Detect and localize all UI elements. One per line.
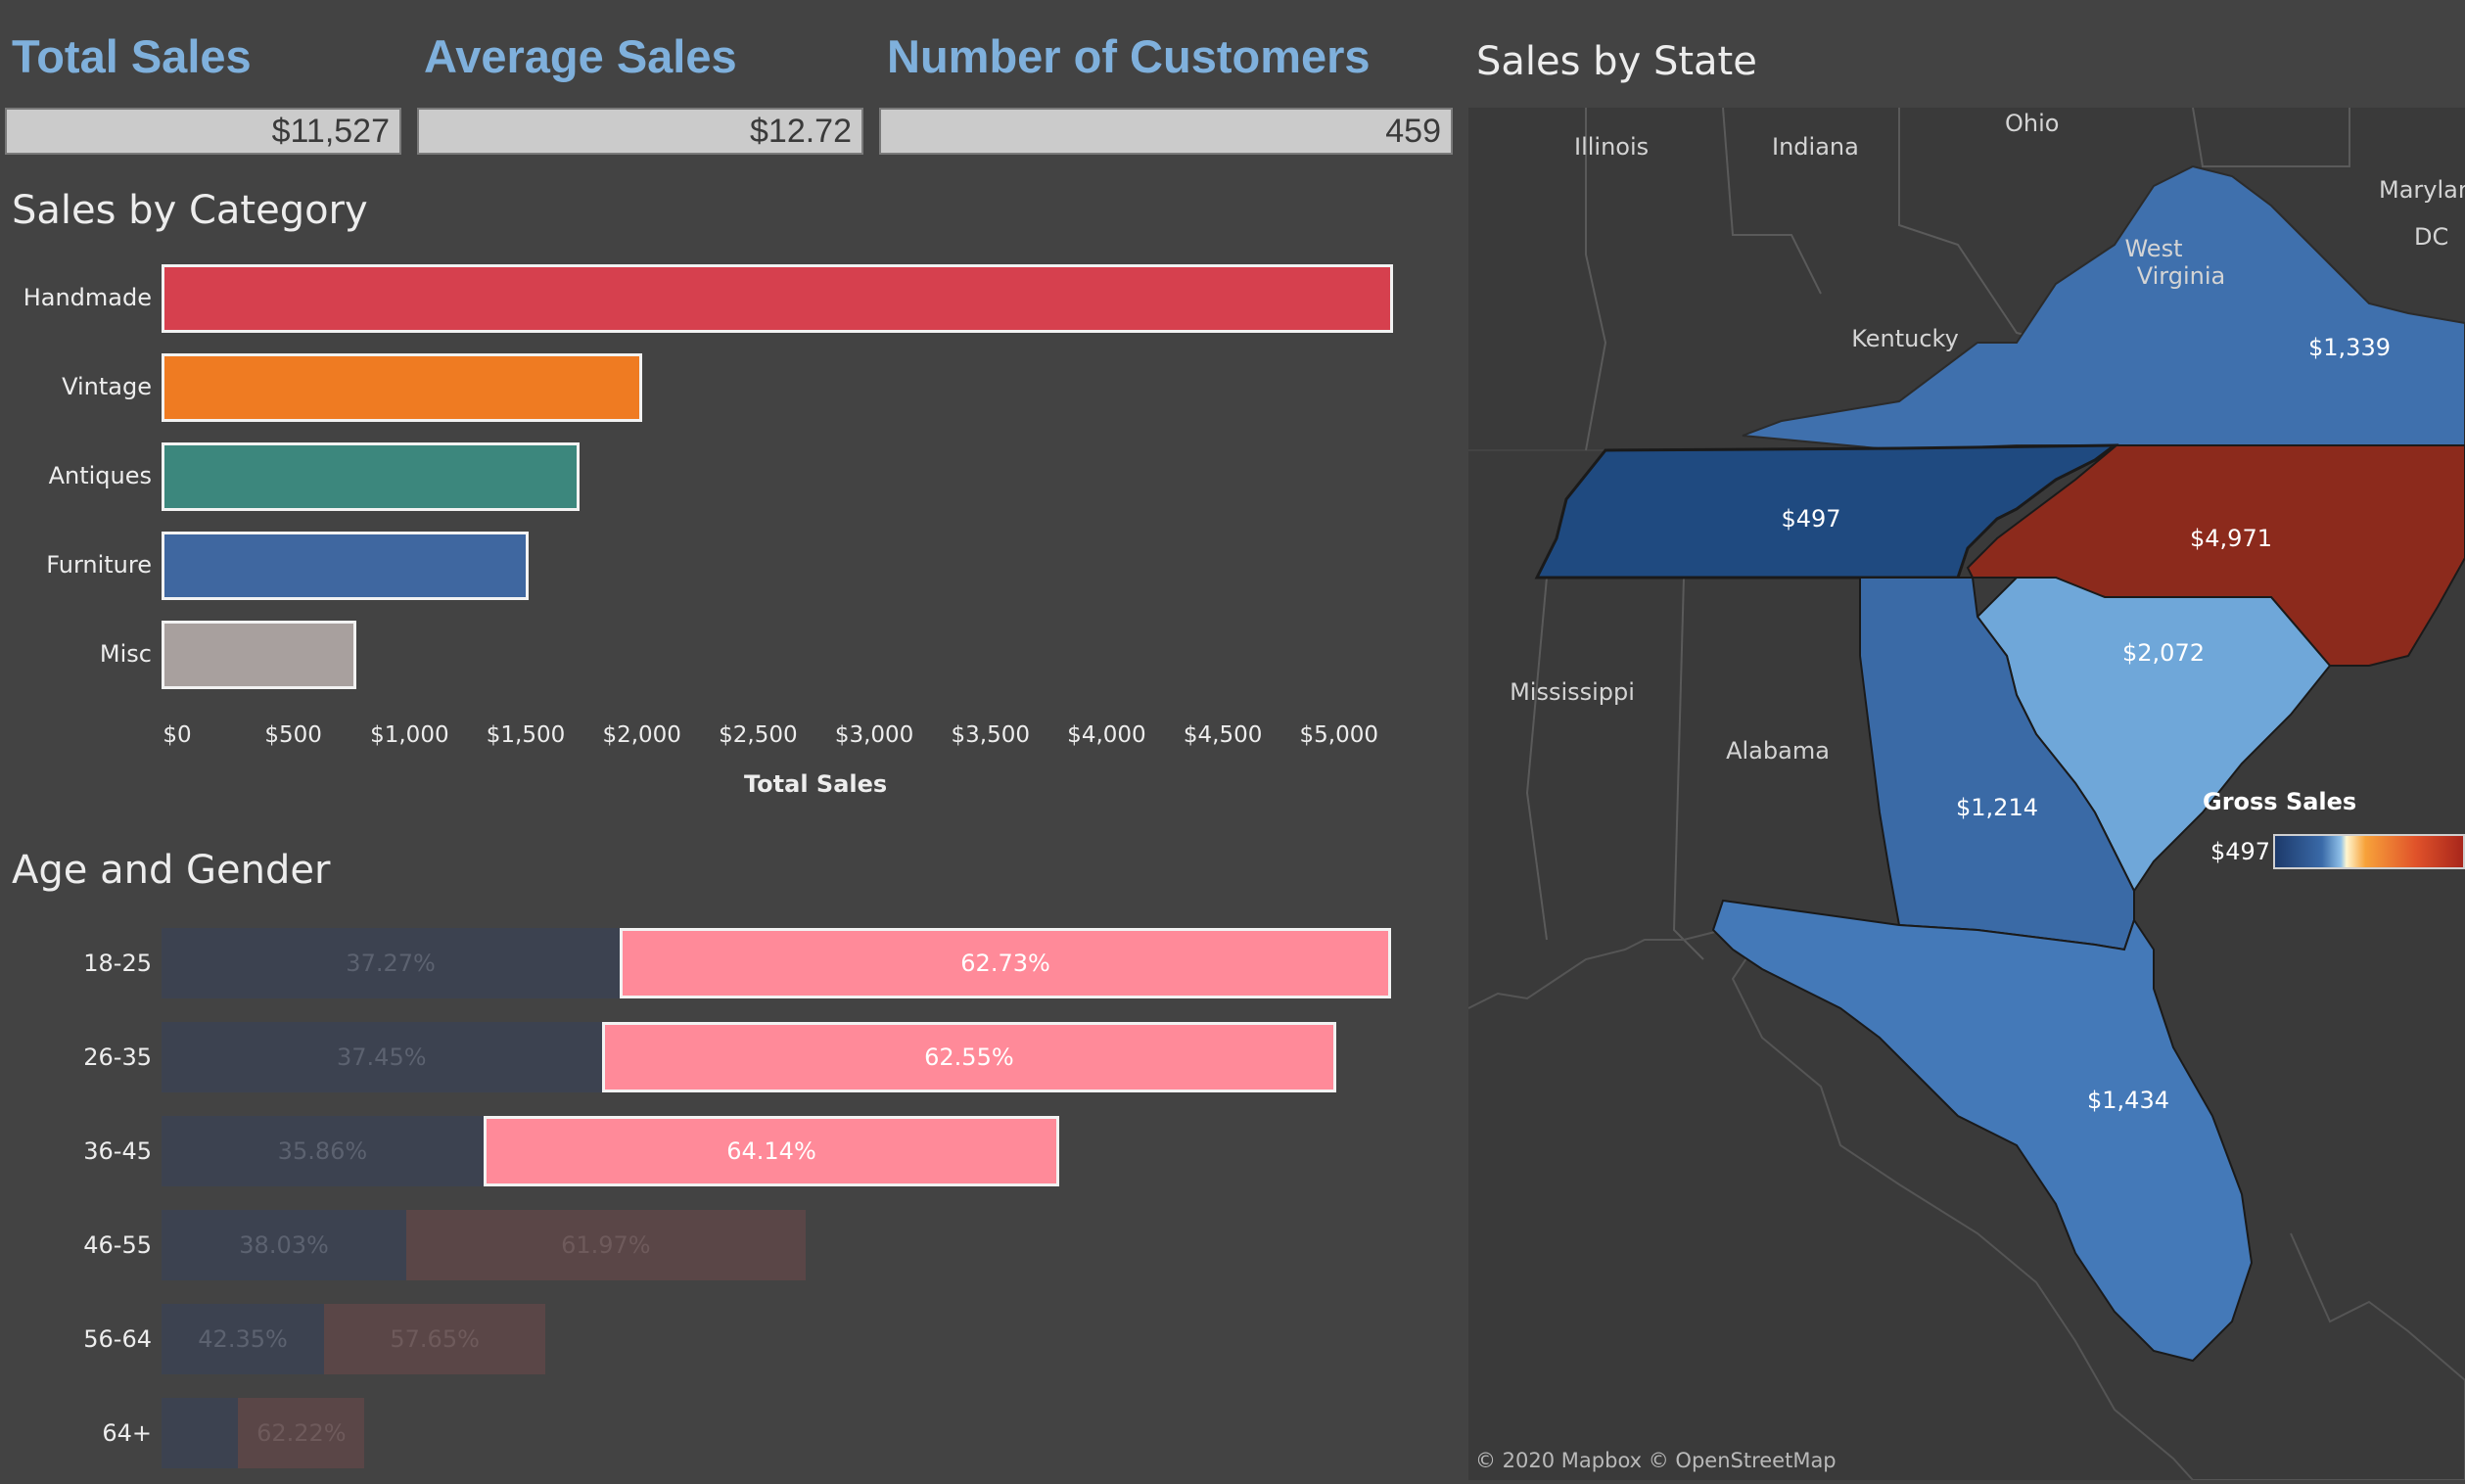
category-label-handmade: Handmade [23,284,152,311]
kentucky-label: Kentucky [1851,325,1959,352]
gross-sales-legend-title: Gross Sales [2203,788,2357,815]
map-svg: Illinois Indiana Ohio Marylan DC West Vi… [1467,107,2465,1481]
category-label-antiques: Antiques [48,462,152,489]
age-bar-male[interactable]: 35.86% [162,1116,484,1186]
age-label: 46-55 [83,1231,152,1259]
map-attribution[interactable]: © 2020 Mapbox © OpenStreetMap [1475,1449,1837,1472]
sales-by-category-title: Sales by Category [12,188,368,233]
tennessee-shape[interactable] [1534,443,2119,580]
sales-by-state-title: Sales by State [1476,39,1757,84]
age-bar-female[interactable]: 62.22% [238,1398,365,1468]
sales-by-state-map[interactable]: Illinois Indiana Ohio Marylan DC West Vi… [1467,107,2465,1481]
customers-value[interactable]: 459 [879,108,1453,155]
dc-label: DC [2414,223,2448,251]
category-bar-misc[interactable] [162,621,357,689]
coastline [1467,928,2465,1481]
age-bar-male[interactable]: 38.03% [162,1210,407,1280]
average-sales-title: Average Sales [424,30,737,82]
category-label-furniture: Furniture [46,551,152,579]
age-label: 56-64 [83,1325,152,1353]
virginia-value: $1,339 [2308,334,2391,361]
age-bar-female[interactable]: 57.65% [324,1304,546,1374]
category-bar-vintage[interactable] [162,353,643,422]
category-tick-label: $3,000 [834,722,914,748]
tennessee-value: $497 [1781,505,1840,533]
age-bar-male[interactable]: 37.27% [162,928,621,998]
category-label-misc: Misc [99,640,152,668]
age-label: 18-25 [83,950,152,977]
age-bar-male[interactable] [162,1398,239,1468]
age-bar-female[interactable]: 62.73% [620,928,1391,998]
georgia-value: $1,214 [1956,794,2038,821]
mississippi-label: Mississippi [1510,678,1635,706]
florida-shape[interactable] [1711,899,2254,1363]
category-tick-label: $4,000 [1067,722,1146,748]
category-tick-label: $1,000 [370,722,449,748]
south-carolina-value: $2,072 [2122,639,2205,667]
age-label: 36-45 [83,1137,152,1165]
age-bar-female[interactable]: 61.97% [406,1210,806,1280]
alabama-label: Alabama [1726,737,1830,765]
category-tick-label: $2,500 [719,722,798,748]
category-bar-handmade[interactable] [162,264,1393,333]
north-carolina-value: $4,971 [2190,525,2272,552]
gross-sales-legend-min: $497 [2210,838,2271,865]
category-tick-label: $5,000 [1299,722,1379,748]
gross-sales-legend-scale [2273,834,2465,869]
category-tick-label: $500 [264,722,322,748]
florida-value: $1,434 [2087,1087,2169,1114]
maryland-label: Marylan [2379,176,2465,204]
age-bar-male[interactable]: 42.35% [162,1304,325,1374]
customers-title: Number of Customers [887,30,1371,82]
category-label-vintage: Vintage [62,373,152,400]
category-tick-label: $4,500 [1183,722,1263,748]
age-gender-title: Age and Gender [12,848,331,893]
category-tick-label: $1,500 [486,722,566,748]
category-tick-label: $3,500 [951,722,1030,748]
average-sales-value[interactable]: $12.72 [417,108,863,155]
ohio-label: Ohio [2005,110,2059,137]
indiana-label: Indiana [1772,133,1859,161]
category-axis-title: Total Sales [744,770,888,798]
georgia-shape[interactable] [1859,577,2135,951]
total-sales-value[interactable]: $11,527 [5,108,401,155]
total-sales-title: Total Sales [12,30,252,82]
age-label: 26-35 [83,1043,152,1071]
category-bar-furniture[interactable] [162,532,530,600]
category-tick-label: $2,000 [602,722,681,748]
category-tick-label: $0 [163,722,192,748]
age-bar-male[interactable]: 37.45% [162,1022,602,1092]
west-virginia-label-2: Virginia [2137,262,2226,290]
west-virginia-label-1: West [2124,235,2182,262]
category-bar-antiques[interactable] [162,442,581,511]
age-bar-female[interactable]: 64.14% [483,1116,1060,1186]
illinois-label: Illinois [1574,133,1649,161]
age-bar-female[interactable]: 62.55% [601,1022,1337,1092]
age-label: 64+ [102,1419,152,1447]
